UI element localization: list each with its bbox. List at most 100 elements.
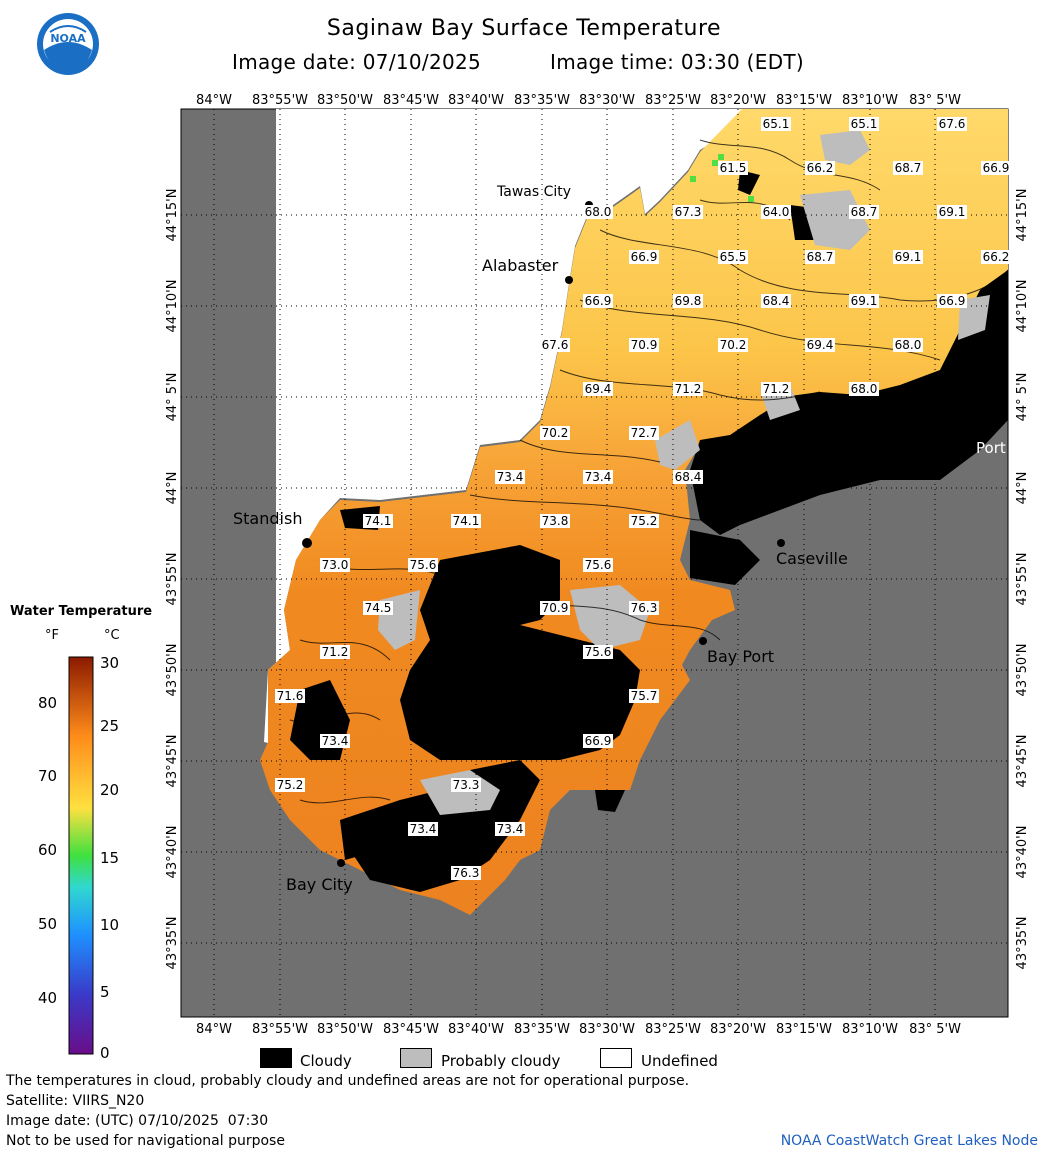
lat-label-right: 43°35'N: [1015, 917, 1030, 970]
temp-label: 72.7: [631, 426, 658, 440]
lon-label-bottom: 83°15'W: [776, 1022, 832, 1037]
temp-label-bg: [629, 689, 659, 703]
lon-labels: 84°W 83°55'W 83°50'W 83°45'W 83°40'W 83°…: [196, 93, 961, 1037]
temp-label: 75.2: [277, 778, 304, 792]
lon-label-top: 83° 5'W: [909, 93, 961, 108]
temp-label-bg: [320, 734, 350, 748]
temp-label: 69.1: [939, 205, 966, 219]
city-label-standish: Standish: [233, 509, 302, 528]
temp-label-bg: [937, 294, 967, 308]
temp-label-bg: [583, 558, 613, 572]
lon-label-top: 83°45'W: [383, 93, 439, 108]
temp-label: 69.4: [807, 338, 834, 352]
lon-label-top: 83°55'W: [252, 93, 308, 108]
city-label-alabaster: Alabaster: [482, 256, 559, 275]
temp-label: 74.1: [453, 514, 480, 528]
city-labels: Tawas City Alabaster Standish Caseville …: [233, 184, 1006, 894]
lon-label-top: 84°W: [196, 93, 232, 108]
temp-label: 66.2: [807, 161, 834, 175]
lon-label-top: 83°25'W: [645, 93, 701, 108]
temp-label-bg: [408, 558, 438, 572]
lon-label-bottom: 84°W: [196, 1022, 232, 1037]
temp-label-bg: [408, 822, 438, 836]
scale-tick-c: 5: [100, 983, 110, 1001]
lat-label-right: 44°15'N: [1015, 189, 1030, 242]
temp-label: 69.1: [851, 294, 878, 308]
temp-label: 68.7: [895, 161, 922, 175]
temp-label-bg: [629, 601, 659, 615]
temp-label-bg: [363, 601, 393, 615]
temp-label-bg: [583, 645, 613, 659]
lon-label-bottom: 83°50'W: [317, 1022, 373, 1037]
temp-label: 66.9: [983, 161, 1010, 175]
lat-label-left: 44° 5'N: [165, 373, 180, 422]
temp-label-bg: [540, 514, 570, 528]
temp-label: 74.1: [365, 514, 392, 528]
temp-label: 65.5: [720, 250, 747, 264]
scale-ticks: 80 70 60 50 40 30 25 20 15 10 5 0: [38, 654, 119, 1062]
temp-label: 75.7: [631, 689, 658, 703]
temp-label: 73.8: [542, 514, 569, 528]
lon-label-bottom: 83°10'W: [842, 1022, 898, 1037]
scale-tick-f: 60: [38, 841, 57, 859]
temp-label: 67.6: [542, 338, 569, 352]
temp-label: 65.1: [763, 117, 790, 131]
city-label-bayport: Bay Port: [707, 647, 774, 666]
temp-label-bg: [583, 470, 613, 484]
temp-label-bg: [275, 689, 305, 703]
temp-label: 68.0: [585, 205, 612, 219]
temp-label-bg: [718, 161, 748, 175]
image-time: Image time: 03:30 (EDT): [550, 50, 805, 74]
key-cloudy-label: Cloudy: [300, 1052, 352, 1070]
lon-label-top: 83°40'W: [448, 93, 504, 108]
temp-label-bg: [451, 778, 481, 792]
temp-label-bg: [583, 294, 613, 308]
temp-label-bg: [718, 250, 748, 264]
footer-satellite: Satellite: VIIRS_N20: [6, 1093, 145, 1109]
temp-label: 73.3: [453, 778, 480, 792]
temp-label: 71.6: [277, 689, 304, 703]
temp-label: 69.8: [675, 294, 702, 308]
image-date: Image date: 07/10/2025: [232, 50, 482, 74]
footer-note: The temperatures in cloud, probably clou…: [6, 1073, 690, 1089]
temp-label-bg: [495, 822, 525, 836]
temp-label: 73.0: [322, 558, 349, 572]
temp-label-bg: [893, 161, 923, 175]
temp-label: 61.5: [720, 161, 747, 175]
temp-label-bg: [540, 338, 570, 352]
temp-label-bg: [937, 205, 967, 219]
temp-label: 73.4: [497, 470, 524, 484]
temp-label: 66.9: [631, 250, 658, 264]
temp-label-bg: [673, 470, 703, 484]
temp-label: 67.3: [675, 205, 702, 219]
temp-label: 76.3: [631, 601, 658, 615]
lat-label-left: 43°40'N: [165, 826, 180, 879]
temp-label: 73.4: [497, 822, 524, 836]
temp-label: 70.9: [631, 338, 658, 352]
temp-label-bg: [495, 470, 525, 484]
unit-celsius: °C: [104, 628, 120, 643]
temp-label: 64.0: [763, 205, 790, 219]
scale-tick-c: 25: [100, 717, 119, 735]
temp-label: 66.9: [939, 294, 966, 308]
temp-label-bg: [761, 382, 791, 396]
temp-label-bg: [981, 250, 1011, 264]
temp-label-bg: [540, 601, 570, 615]
temp-label: 66.2: [983, 250, 1010, 264]
key-probably-cloudy-label: Probably cloudy: [441, 1052, 561, 1070]
color-scale-bar: [68, 656, 94, 1055]
scale-tick-f: 80: [38, 694, 57, 712]
temp-label-bg: [805, 338, 835, 352]
lon-label-top: 83°35'W: [514, 93, 570, 108]
lon-label-bottom: 83°25'W: [645, 1022, 701, 1037]
key-probably-cloudy-swatch: [400, 1048, 432, 1068]
temp-label: 71.2: [322, 645, 349, 659]
temp-label-bg: [673, 205, 703, 219]
footer-credit: NOAA CoastWatch Great Lakes Node: [780, 1133, 1038, 1149]
temp-label-bg: [583, 734, 613, 748]
temp-label-bg: [629, 514, 659, 528]
scale-tick-f: 50: [38, 915, 57, 933]
temp-label-bg: [761, 294, 791, 308]
scale-tick-f: 70: [38, 767, 57, 785]
